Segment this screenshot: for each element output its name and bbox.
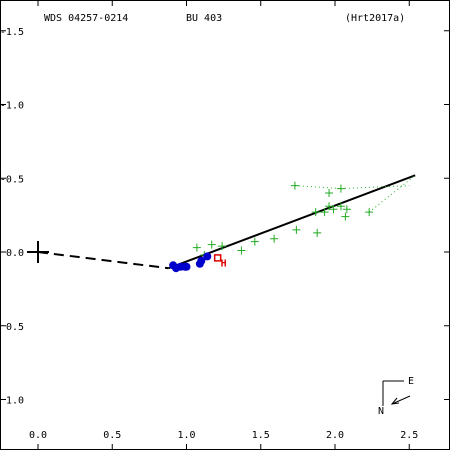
plus-observation-point [320,208,329,217]
compass-east-label: E [408,376,414,387]
x-tick-label: 0.0 [29,430,47,441]
compass-north-label: N [378,406,384,417]
plus-observation-point [270,234,279,243]
y-tick-label: 1.0 [6,396,24,407]
orbit-lines [27,174,416,270]
dotted-residual-line [340,185,410,190]
plus-observation-point [325,189,334,197]
orbit-solid-segment [168,174,416,270]
y-tick-label: -1.0 [0,101,24,112]
plus-observation-point [292,225,301,234]
plus-observation-point [342,205,351,214]
plus-observation-point [313,228,322,237]
x-tick-label: 2.0 [326,430,344,441]
circle-observation-point [182,262,191,271]
plus-observation-point [207,240,216,249]
plus-observation-point [250,237,259,246]
plus-observation-point [290,181,299,190]
plus-observation-point [336,202,345,211]
y-tick-label: 0.5 [6,322,24,333]
wds-id-label: WDS 04257-0214 [44,13,128,24]
compass-arrow-head [390,397,400,405]
orbit-dashed-segment [37,251,169,270]
y-tick-label: -0.5 [0,174,24,185]
x-tick-label: 0.5 [103,430,121,441]
plus-observation-point [329,205,338,214]
y-tick-label: -1.5 [0,27,24,38]
compass-indicator: E N [378,376,414,417]
plus-observation-point [237,246,246,255]
circle-observation-point [203,252,212,261]
plus-observation-point [192,243,201,252]
reference-label: (Hrt2017a) [345,13,405,24]
square-observation-point [213,254,222,262]
discoverer-label: BU 403 [186,13,222,24]
plus-observation-point [336,184,345,193]
x-tick-label: 1.0 [177,430,195,441]
plus-observation-point [218,242,227,251]
x-tick-label: 1.5 [252,430,270,441]
point-annotation-label: H [221,258,227,269]
plus-observation-point [365,208,374,217]
compass-motion-arrow [391,395,411,405]
plus-observation-point [311,208,320,217]
plus-observation-point [341,212,350,221]
plus-observation-point [325,202,334,211]
x-tick-label: 2.5 [400,430,418,441]
circle-observation-point [197,256,206,265]
y-tick-label: 0.0 [6,248,24,259]
observation-points: H [169,181,374,273]
